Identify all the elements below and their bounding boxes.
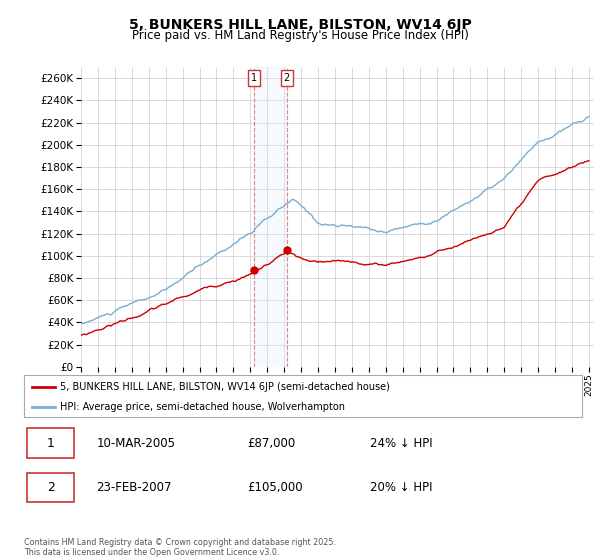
FancyBboxPatch shape (27, 473, 74, 502)
Text: Contains HM Land Registry data © Crown copyright and database right 2025.
This d: Contains HM Land Registry data © Crown c… (24, 538, 336, 557)
Text: 20% ↓ HPI: 20% ↓ HPI (370, 481, 433, 494)
Text: 1: 1 (250, 73, 257, 83)
Text: 5, BUNKERS HILL LANE, BILSTON, WV14 6JP (semi-detached house): 5, BUNKERS HILL LANE, BILSTON, WV14 6JP … (60, 382, 390, 392)
Text: 5, BUNKERS HILL LANE, BILSTON, WV14 6JP: 5, BUNKERS HILL LANE, BILSTON, WV14 6JP (128, 18, 472, 32)
Text: 2: 2 (284, 73, 290, 83)
Text: 23-FEB-2007: 23-FEB-2007 (97, 481, 172, 494)
Text: Price paid vs. HM Land Registry's House Price Index (HPI): Price paid vs. HM Land Registry's House … (131, 29, 469, 42)
Text: HPI: Average price, semi-detached house, Wolverhampton: HPI: Average price, semi-detached house,… (60, 402, 345, 412)
Text: 2: 2 (47, 481, 55, 494)
Text: £105,000: £105,000 (247, 481, 303, 494)
Text: 10-MAR-2005: 10-MAR-2005 (97, 437, 176, 450)
FancyBboxPatch shape (27, 428, 74, 458)
Text: 1: 1 (47, 437, 55, 450)
Text: £87,000: £87,000 (247, 437, 295, 450)
Text: 24% ↓ HPI: 24% ↓ HPI (370, 437, 433, 450)
Bar (254, 67, 287, 367)
